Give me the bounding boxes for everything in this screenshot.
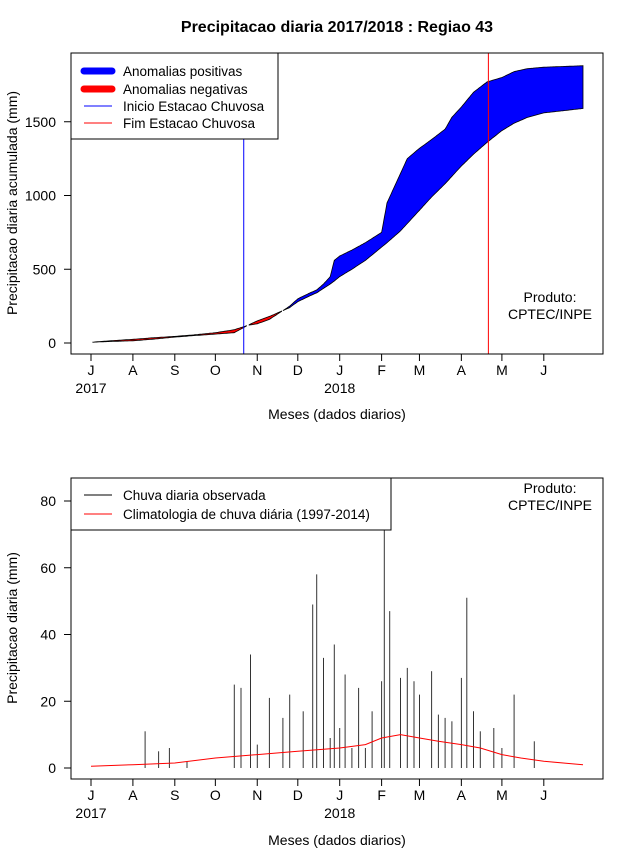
top-x-year-label: 2018: [324, 380, 355, 396]
legend-label-season-end: Fim Estacao Chuvosa: [123, 116, 256, 131]
top-chart: Precipitacao diaria 2017/2018 : Regiao 4…: [4, 19, 604, 422]
negative-anomaly-area: [248, 310, 282, 326]
bottom-x-tick-label: J: [88, 787, 95, 803]
top-annotation-line2: CPTEC/INPE: [508, 306, 592, 322]
top-x-year-label: 2017: [75, 380, 106, 396]
climatology-line: [90, 734, 584, 767]
bottom-y-tick-label: 40: [40, 627, 56, 643]
bottom-x-axis: J A S O N D J F M A M J 2017 2018: [75, 778, 547, 821]
top-chart-title: Precipitacao diaria 2017/2018 : Regiao 4…: [181, 19, 493, 36]
bottom-y-tick-label: 60: [40, 560, 56, 576]
bottom-x-axis-label: Meses (dados diarios): [268, 832, 406, 848]
bottom-legend: Chuva diaria observada Climatologia de c…: [70, 477, 392, 531]
bottom-annotation-line1: Produto:: [524, 480, 577, 496]
top-x-tick-label: N: [252, 362, 262, 378]
top-x-tick-label: S: [170, 362, 179, 378]
top-y-tick-label: 1500: [25, 114, 56, 130]
legend-label-negative: Anomalias negativas: [123, 82, 248, 97]
bottom-y-tick-label: 20: [40, 693, 56, 709]
top-y-axis-label: Precipitacao diaria acumulada (mm): [4, 91, 20, 315]
bottom-x-tick-label: F: [377, 787, 386, 803]
bottom-y-axis: 0 20 40 60 80: [40, 493, 72, 776]
bottom-x-tick-label: A: [457, 787, 467, 803]
bottom-x-tick-label: J: [540, 787, 547, 803]
bottom-x-tick-label: O: [210, 787, 221, 803]
positive-anomaly-area: [282, 65, 584, 311]
top-y-axis: 0 500 1000 1500: [25, 114, 72, 351]
legend-label-observed: Chuva diaria observada: [123, 488, 266, 503]
top-x-tick-label: A: [128, 362, 138, 378]
top-y-tick-label: 0: [48, 335, 56, 351]
top-x-axis-label: Meses (dados diarios): [268, 406, 406, 422]
bottom-x-tick-label: N: [252, 787, 262, 803]
bottom-x-year-label: 2018: [324, 805, 355, 821]
bottom-y-tick-label: 80: [40, 493, 56, 509]
bottom-x-year-label: 2017: [75, 805, 106, 821]
top-x-tick-label: J: [540, 362, 547, 378]
bottom-y-axis-label: Precipitacao diaria (mm): [4, 552, 20, 704]
legend-label-climatology: Climatologia de chuva diária (1997-2014): [123, 507, 370, 522]
top-annotation-line1: Produto:: [524, 289, 577, 305]
bottom-x-tick-label: M: [414, 787, 426, 803]
negative-anomaly-area: [92, 325, 247, 343]
top-x-tick-label: J: [88, 362, 95, 378]
top-x-axis: J A S O N D J F M A M J 2017 2018: [75, 353, 547, 396]
top-y-tick-label: 500: [33, 261, 57, 277]
bottom-y-tick-label: 0: [48, 760, 56, 776]
bottom-x-tick-label: J: [336, 787, 343, 803]
top-x-tick-label: F: [377, 362, 386, 378]
top-x-tick-label: D: [293, 362, 303, 378]
top-x-tick-label: A: [457, 362, 467, 378]
bottom-annotation-line2: CPTEC/INPE: [508, 497, 592, 513]
legend-label-season-start: Inicio Estacao Chuvosa: [123, 99, 265, 114]
bottom-legend-box: [70, 477, 392, 531]
top-plot-area: [92, 53, 584, 354]
top-x-tick-label: O: [210, 362, 221, 378]
bottom-x-tick-label: S: [170, 787, 179, 803]
bottom-x-tick-label: D: [293, 787, 303, 803]
top-x-tick-label: M: [496, 362, 508, 378]
bottom-plot-area: [90, 494, 584, 768]
top-x-tick-label: M: [414, 362, 426, 378]
top-legend-box: [70, 52, 279, 140]
top-legend: Anomalias positivas Anomalias negativas …: [70, 52, 279, 140]
bottom-chart: 0 20 40 60 80 J A S O N D J F M A M J 2017 2018 Meses (da…: [4, 477, 604, 848]
top-y-tick-label: 1000: [25, 188, 56, 204]
bottom-x-tick-label: M: [496, 787, 508, 803]
legend-label-positive: Anomalias positivas: [123, 64, 243, 79]
bottom-x-tick-label: A: [128, 787, 138, 803]
top-x-tick-label: J: [336, 362, 343, 378]
